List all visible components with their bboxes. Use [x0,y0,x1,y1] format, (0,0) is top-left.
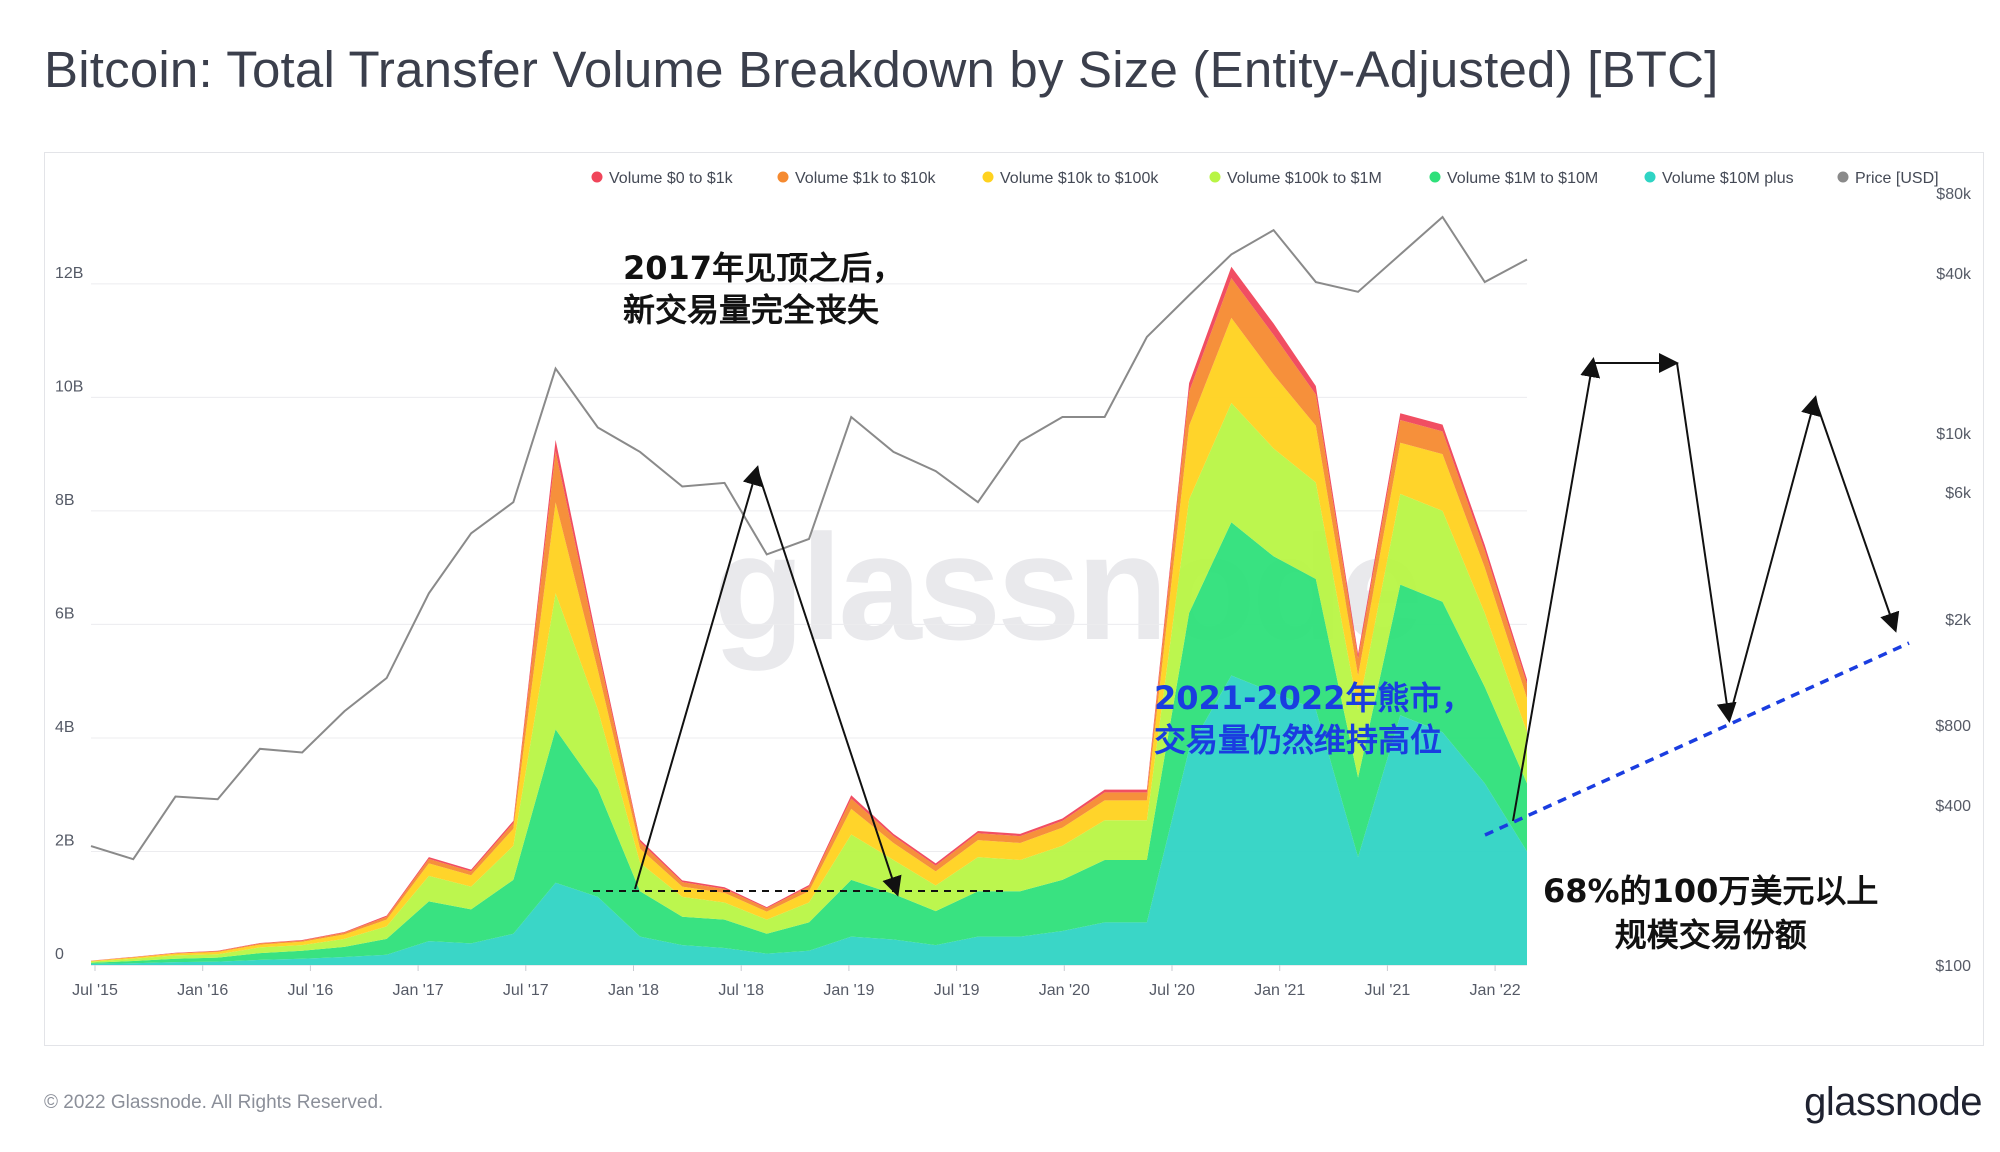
legend-label: Volume $1M to $10M [1447,170,1598,187]
price-line [90,215,1528,861]
y-tick-label: 2B [55,832,75,849]
legend-label: Price [USD] [1855,170,1939,187]
legend-dot [1429,171,1441,183]
x-tick-label: Jan '20 [1039,982,1090,999]
x-tick-label: Jan '19 [823,982,874,999]
arrow-2017-down [756,468,902,897]
annotation-68-line1: 68%的100万美元以上 [1543,872,1879,910]
y2-tick-label: $40k [1936,266,1972,283]
x-tick-label: Jul '16 [288,982,334,999]
arrow-2021-up [1512,357,1601,822]
glassnode-logo[interactable]: glassnode [1804,1080,1982,1124]
legend-dot [1644,171,1656,183]
legend-label: Volume $10M plus [1662,170,1794,187]
arrow-2022-down [1814,398,1900,633]
y-tick-label: 4B [55,719,75,736]
legend-label: Volume $100k to $1M [1227,170,1382,187]
annotation-bear-market: 2021-2022年熊市， 交易量仍然维持高位 [1154,677,1473,761]
y2-tick-label: $800 [1935,718,1971,735]
bear-trend-dashed [1484,641,1910,837]
legend-dot [982,171,994,183]
chart-frame: glassnode 0 2B 4B 6B 8B 10B 12B $100 $400 $800 $2k… [44,152,1984,1046]
arrow-2017-up [634,465,763,890]
arrow-2021-down [1676,362,1737,723]
legend-label: Volume $0 to $1k [609,170,734,187]
x-tick-label: Jan '17 [393,982,444,999]
x-tick-label: Jul '20 [1149,982,1195,999]
x-tick-label: Jul '18 [718,982,764,999]
annotation-68-line2: 规模交易份额 [1614,916,1807,954]
legend-dot [591,171,603,183]
annotation-bear-line2: 交易量仍然维持高位 [1154,721,1443,759]
annotation-2017-line2: 新交易量完全丧失 [623,291,880,329]
x-tick-label: Jan '21 [1254,982,1305,999]
y-tick-label: 10B [55,378,83,395]
annotation-bear-line1: 2021-2022年熊市， [1154,679,1474,717]
legend-label: Volume $10k to $100k [1000,170,1159,187]
x-tick-label: Jan '22 [1470,982,1521,999]
arrow-2021-up2 [1728,395,1821,720]
x-tick-label: Jul '19 [934,982,980,999]
legend-dot [1837,171,1849,183]
legend-dot [777,171,789,183]
y2-tick-label: $80k [1936,186,1972,203]
annotation-68-share: 68%的100万美元以上 规模交易份额 [1543,869,1878,957]
x-tick-label: Jan '18 [608,982,659,999]
y2-tick-label: $6k [1945,485,1972,502]
y2-tick-label: $400 [1935,798,1971,815]
y-tick-label: 12B [55,265,83,282]
page-title: Bitcoin: Total Transfer Volume Breakdown… [44,41,1719,98]
series-area-volume-10m-plus [91,675,1527,965]
x-tick-label: Jan '16 [177,982,228,999]
y-tick-label: 0 [55,946,64,963]
x-tick-label: Jul '21 [1365,982,1411,999]
x-tick-label: Jul '15 [72,982,118,999]
x-tick-label: Jul '17 [503,982,549,999]
legend-dot [1209,171,1221,183]
footer-copyright: © 2022 Glassnode. All Rights Reserved. [44,1092,384,1113]
y-tick-label: 6B [55,605,75,622]
annotation-2017-line1: 2017年见顶之后， [623,249,905,287]
annotation-2017-peak: 2017年见顶之后， 新交易量完全丧失 [623,247,904,331]
chart-svg: 0 2B 4B 6B 8B 10B 12B $100 $400 $800 $2k $6k $10k $40… [55,170,1972,999]
legend-label: Volume $1k to $10k [795,170,937,187]
y2-tick-label: $2k [1945,612,1972,629]
y2-tick-label: $100 [1935,958,1971,975]
y-tick-label: 8B [55,492,75,509]
y2-tick-label: $10k [1936,426,1972,443]
